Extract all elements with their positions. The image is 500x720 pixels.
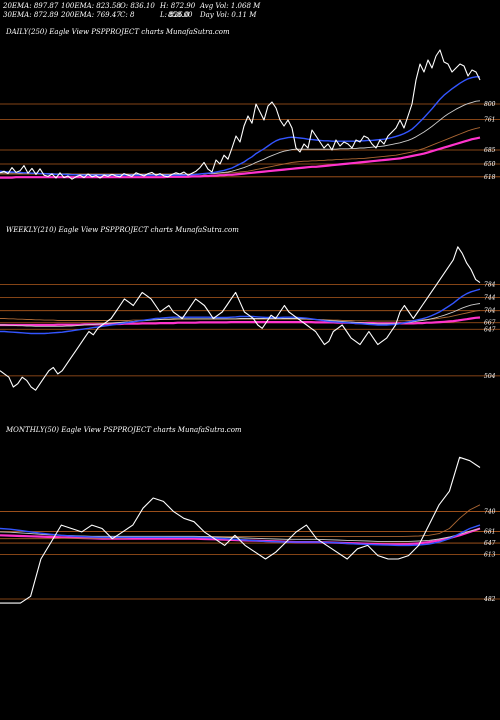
high-text: H: 872.90 (160, 2, 196, 10)
daily-ema-brown-line (0, 127, 481, 175)
weekly-level-label: 647 (484, 326, 496, 333)
weekly-level-label: 704 (484, 308, 496, 315)
ema100-text: 100EMA: 823.58 (61, 2, 121, 10)
daily-chart-title: DAILY(250) Eagle View PSPPROJECT charts … (6, 28, 230, 36)
weekly-level-label: 504 (484, 373, 496, 380)
daily-level-label: 650 (484, 161, 496, 168)
open-text: O: 836.10 (120, 2, 155, 10)
ema30-text: 30EMA: 872.89 (3, 11, 59, 19)
daily-chart: 800 761 685 650 618 (0, 49, 500, 181)
weekly-level-label: 744 (484, 295, 496, 302)
daily-level-label: 618 (484, 174, 496, 181)
daily-level-label: 761 (484, 117, 495, 124)
monthly-level-label: 613 (484, 552, 496, 559)
ema20-text: 20EMA: 897.87 (3, 2, 59, 10)
close-text: C: 8 (120, 11, 135, 19)
monthly-price-line (0, 456, 481, 604)
monthly-ema-brown-line (0, 504, 481, 540)
ema200-text: 200EMA: 769.47 (61, 11, 121, 19)
daily-ema-pink-line (0, 136, 481, 179)
monthly-chart-title: MONTHLY(50) Eagle View PSPPROJECT charts… (6, 426, 242, 434)
weekly-ema-blue-line (0, 288, 481, 335)
monthly-chart: 740 681 647 613 482 (0, 456, 500, 604)
daily-ema-blue-line (0, 76, 480, 176)
weekly-ema-brown-line (0, 309, 481, 322)
weekly-level-label: 667 (484, 320, 496, 327)
daily-level-label: 800 (484, 101, 496, 108)
monthly-level-label: 482 (483, 596, 496, 603)
avg-vol-text: Avg Vol: 1.068 M (200, 2, 261, 10)
low-text: L: 826.0 (160, 11, 190, 19)
weekly-level-label: 784 (484, 282, 496, 289)
monthly-level-label: 740 (484, 509, 496, 516)
monthly-level-label: 681 (484, 529, 495, 536)
weekly-chart-title: WEEKLY(210) Eagle View PSPPROJECT charts… (6, 226, 239, 234)
daily-price-line (0, 49, 481, 180)
weekly-price-line (0, 246, 481, 391)
monthly-level-label: 647 (484, 540, 496, 547)
daily-ema-white-line (0, 100, 481, 175)
day-vol-text: Day Vol: 0.11 M (200, 11, 257, 19)
daily-level-label: 685 (484, 147, 496, 154)
overlap-text: 858.00 (168, 11, 193, 19)
